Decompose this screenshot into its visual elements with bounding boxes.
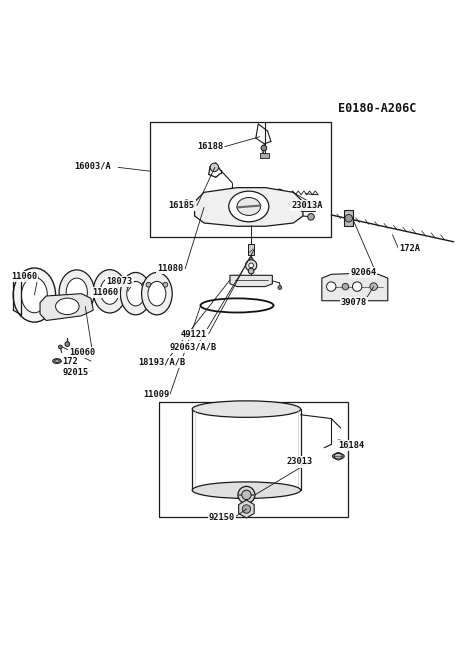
Polygon shape	[230, 275, 273, 287]
Circle shape	[308, 214, 314, 220]
Ellipse shape	[148, 282, 166, 306]
Ellipse shape	[332, 453, 344, 459]
Ellipse shape	[237, 197, 261, 215]
Text: 11080: 11080	[157, 264, 183, 273]
Circle shape	[238, 486, 255, 503]
Bar	[159, 402, 348, 517]
Text: 23013: 23013	[286, 457, 313, 467]
Ellipse shape	[55, 360, 59, 363]
Circle shape	[370, 283, 377, 290]
Ellipse shape	[142, 272, 172, 315]
Polygon shape	[195, 188, 303, 226]
Bar	[150, 122, 331, 237]
Circle shape	[353, 282, 362, 291]
Polygon shape	[40, 293, 93, 320]
Bar	[260, 153, 269, 159]
Circle shape	[230, 188, 235, 193]
Text: 92063/A/B: 92063/A/B	[169, 342, 217, 351]
Text: 16003/A: 16003/A	[74, 162, 111, 171]
Ellipse shape	[192, 482, 301, 498]
Circle shape	[327, 282, 336, 291]
Circle shape	[125, 282, 129, 287]
Text: 11009: 11009	[143, 390, 169, 399]
Circle shape	[345, 215, 353, 222]
Text: 49121: 49121	[181, 330, 207, 339]
Circle shape	[248, 268, 254, 274]
Text: 92064: 92064	[350, 268, 376, 277]
Text: 92150: 92150	[209, 513, 235, 522]
Ellipse shape	[21, 278, 47, 313]
Circle shape	[249, 263, 254, 268]
Ellipse shape	[59, 270, 94, 315]
Bar	[345, 210, 353, 226]
Circle shape	[163, 282, 168, 287]
Text: E0180-A206C: E0180-A206C	[337, 102, 416, 115]
Circle shape	[242, 505, 251, 513]
Text: 18193/A/B: 18193/A/B	[138, 357, 185, 367]
Circle shape	[276, 189, 283, 195]
Circle shape	[146, 282, 151, 287]
Circle shape	[246, 260, 257, 271]
Circle shape	[58, 345, 62, 349]
Circle shape	[242, 490, 251, 499]
Text: 16060: 16060	[69, 348, 95, 357]
Text: 11060: 11060	[92, 288, 118, 297]
Ellipse shape	[192, 401, 301, 417]
Text: 92015: 92015	[63, 368, 89, 377]
Ellipse shape	[93, 270, 126, 313]
Ellipse shape	[13, 268, 55, 322]
Ellipse shape	[120, 272, 151, 315]
Text: 172: 172	[63, 357, 78, 367]
Circle shape	[142, 282, 146, 287]
Circle shape	[249, 257, 253, 261]
Ellipse shape	[66, 278, 87, 307]
Circle shape	[184, 200, 190, 205]
Ellipse shape	[127, 282, 145, 306]
Text: 16184: 16184	[338, 441, 365, 450]
Circle shape	[342, 284, 349, 290]
Text: 23013A: 23013A	[291, 201, 323, 210]
Bar	[248, 244, 254, 255]
Text: 172A: 172A	[400, 244, 420, 253]
Ellipse shape	[53, 359, 61, 363]
Circle shape	[240, 503, 253, 516]
Polygon shape	[322, 273, 388, 301]
Circle shape	[278, 286, 282, 290]
Text: 11060: 11060	[11, 272, 37, 281]
Ellipse shape	[229, 191, 269, 222]
Polygon shape	[239, 500, 254, 518]
Ellipse shape	[55, 298, 79, 315]
Circle shape	[210, 163, 219, 172]
Text: 39078: 39078	[341, 298, 367, 307]
Bar	[301, 203, 315, 211]
Ellipse shape	[100, 278, 119, 304]
Text: 16185: 16185	[169, 201, 195, 210]
Circle shape	[65, 342, 70, 346]
Text: 18073: 18073	[107, 278, 133, 286]
Text: 16188: 16188	[197, 142, 223, 151]
Circle shape	[261, 145, 267, 151]
Circle shape	[301, 205, 305, 210]
